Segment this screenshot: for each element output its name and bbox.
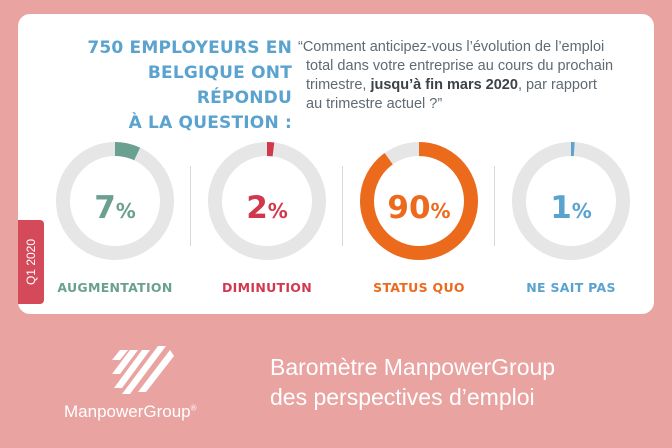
- donut-gauge: [512, 142, 630, 260]
- survey-question: “Comment anticipez-vous l’évolution de l…: [298, 38, 638, 114]
- gauge-value-arc: [56, 142, 174, 260]
- divider: [342, 166, 343, 246]
- gauge-value-arc: [512, 142, 630, 260]
- gauge-value: 2: [246, 190, 268, 226]
- gauge-label: AUGMENTATION: [57, 280, 173, 295]
- question-line-4: au trimestre actuel ?”: [306, 96, 443, 112]
- gauge-unit: %: [267, 199, 288, 223]
- divider: [190, 166, 191, 246]
- trademark-symbol: ®: [190, 403, 197, 413]
- gauge-unit: %: [571, 199, 592, 223]
- gauge-percentage: 7%: [40, 190, 190, 226]
- manpowergroup-logo: ManpowerGroup®: [64, 334, 224, 434]
- question-line-1: “Comment anticipez-vous l’évolution de l…: [298, 39, 605, 55]
- divider: [494, 166, 495, 246]
- gauge-percentage: 1%: [496, 190, 646, 226]
- question-highlight: jusqu’à fin mars 2020: [370, 77, 518, 93]
- gauge-label: DIMINUTION: [222, 280, 312, 295]
- gauge-value-arc: [360, 142, 478, 260]
- question-body: total dans votre entreprise au cours du …: [298, 57, 638, 114]
- question-line-3-end: , par rapport: [517, 77, 597, 93]
- period-tag-label: Q1 2020: [24, 238, 38, 286]
- gauge-value: 1: [550, 190, 572, 226]
- barometer-title-line-2: des perspectives d’emploi: [270, 384, 535, 410]
- question-line-2: total dans votre entreprise au cours du …: [306, 58, 614, 74]
- gauge-value-arc: [208, 142, 326, 260]
- gauge-percentage: 2%: [192, 190, 342, 226]
- manpower-logo-icon: [112, 346, 174, 394]
- gauge-unit: %: [115, 199, 136, 223]
- gauge-ne-sait-pas: 1% NE SAIT PAS: [496, 140, 646, 310]
- barometer-title: Baromètre ManpowerGroup des perspectives…: [270, 352, 555, 412]
- gauge-label: STATUS QUO: [373, 280, 465, 295]
- brand-text: ManpowerGroup: [64, 402, 191, 421]
- gauge-diminution: 2% DIMINUTION: [192, 140, 342, 310]
- gauge-status-quo: 90% STATUS QUO: [344, 140, 494, 310]
- period-tag: Q1 2020: [18, 220, 44, 304]
- gauge-unit: %: [430, 199, 451, 223]
- heading-line-2: BELGIQUE ONT RÉPONDU: [147, 63, 292, 108]
- donut-gauge: [208, 142, 326, 260]
- gauge-label: NE SAIT PAS: [526, 280, 616, 295]
- gauge-percentage: 90%: [344, 190, 494, 226]
- heading-line-3: À LA QUESTION :: [128, 113, 292, 133]
- gauge-value: 90: [387, 190, 431, 226]
- gauge-augmentation: 7% AUGMENTATION: [40, 140, 190, 310]
- donut-gauge: [360, 142, 478, 260]
- infographic-card: 750 EMPLOYEURS EN BELGIQUE ONT RÉPONDU À…: [18, 14, 654, 314]
- brand-name: ManpowerGroup®: [64, 402, 197, 422]
- question-line-3: trimestre,: [306, 77, 367, 93]
- donut-gauge: [56, 142, 174, 260]
- heading-line-1: 750 EMPLOYEURS EN: [87, 38, 292, 58]
- barometer-title-line-1: Baromètre ManpowerGroup: [270, 354, 556, 380]
- respondents-heading: 750 EMPLOYEURS EN BELGIQUE ONT RÉPONDU À…: [82, 36, 292, 136]
- gauge-value: 7: [94, 190, 116, 226]
